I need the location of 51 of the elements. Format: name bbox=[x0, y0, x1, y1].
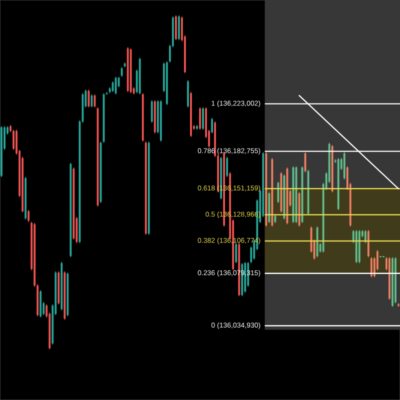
candlestick bbox=[235, 243, 238, 264]
candlestick bbox=[60, 262, 63, 310]
candlestick bbox=[150, 100, 153, 123]
candlestick bbox=[0, 126, 2, 177]
candlestick bbox=[58, 271, 60, 304]
candlestick bbox=[142, 93, 144, 142]
candlestick bbox=[280, 172, 282, 212]
candlestick bbox=[277, 182, 280, 203]
candlestick bbox=[148, 142, 150, 235]
candlestick bbox=[271, 158, 274, 227]
candlestick bbox=[265, 152, 268, 227]
candlestick bbox=[392, 257, 394, 307]
candlestick bbox=[160, 100, 162, 142]
candlestick bbox=[144, 142, 147, 235]
candlestick bbox=[388, 257, 390, 300]
candlestick bbox=[196, 125, 198, 130]
candlestick bbox=[394, 257, 396, 304]
candlestick bbox=[24, 176, 27, 220]
candlestick bbox=[268, 192, 270, 224]
candlestick bbox=[226, 156, 228, 177]
candlestick bbox=[174, 15, 177, 40]
candlestick bbox=[337, 158, 340, 210]
candlestick bbox=[367, 230, 370, 258]
candlestick bbox=[316, 226, 318, 258]
candlestick bbox=[40, 290, 42, 318]
candlestick bbox=[114, 76, 117, 94]
candlestick bbox=[343, 152, 346, 180]
candlestick bbox=[178, 15, 180, 40]
candlestick bbox=[211, 118, 213, 134]
candlestick bbox=[199, 107, 201, 130]
candlestick bbox=[358, 230, 360, 264]
candlestick bbox=[64, 271, 66, 320]
candlestick bbox=[66, 272, 69, 316]
candlestick bbox=[124, 62, 126, 68]
candlestick bbox=[370, 257, 372, 278]
candlestick bbox=[72, 168, 75, 240]
candlestick bbox=[398, 303, 400, 307]
candlestick bbox=[331, 145, 334, 192]
candlestick bbox=[190, 92, 192, 137]
candlestick bbox=[166, 61, 168, 106]
candlestick bbox=[138, 58, 141, 94]
candlestick bbox=[364, 230, 366, 244]
candlestick bbox=[130, 48, 132, 94]
candlestick bbox=[28, 210, 30, 222]
candlestick bbox=[187, 80, 189, 108]
candlestick bbox=[120, 67, 123, 77]
candlestick bbox=[202, 107, 204, 130]
candlestick bbox=[355, 230, 358, 264]
candlestick bbox=[70, 162, 72, 258]
candlestick bbox=[126, 47, 129, 92]
candlestick bbox=[154, 100, 156, 134]
